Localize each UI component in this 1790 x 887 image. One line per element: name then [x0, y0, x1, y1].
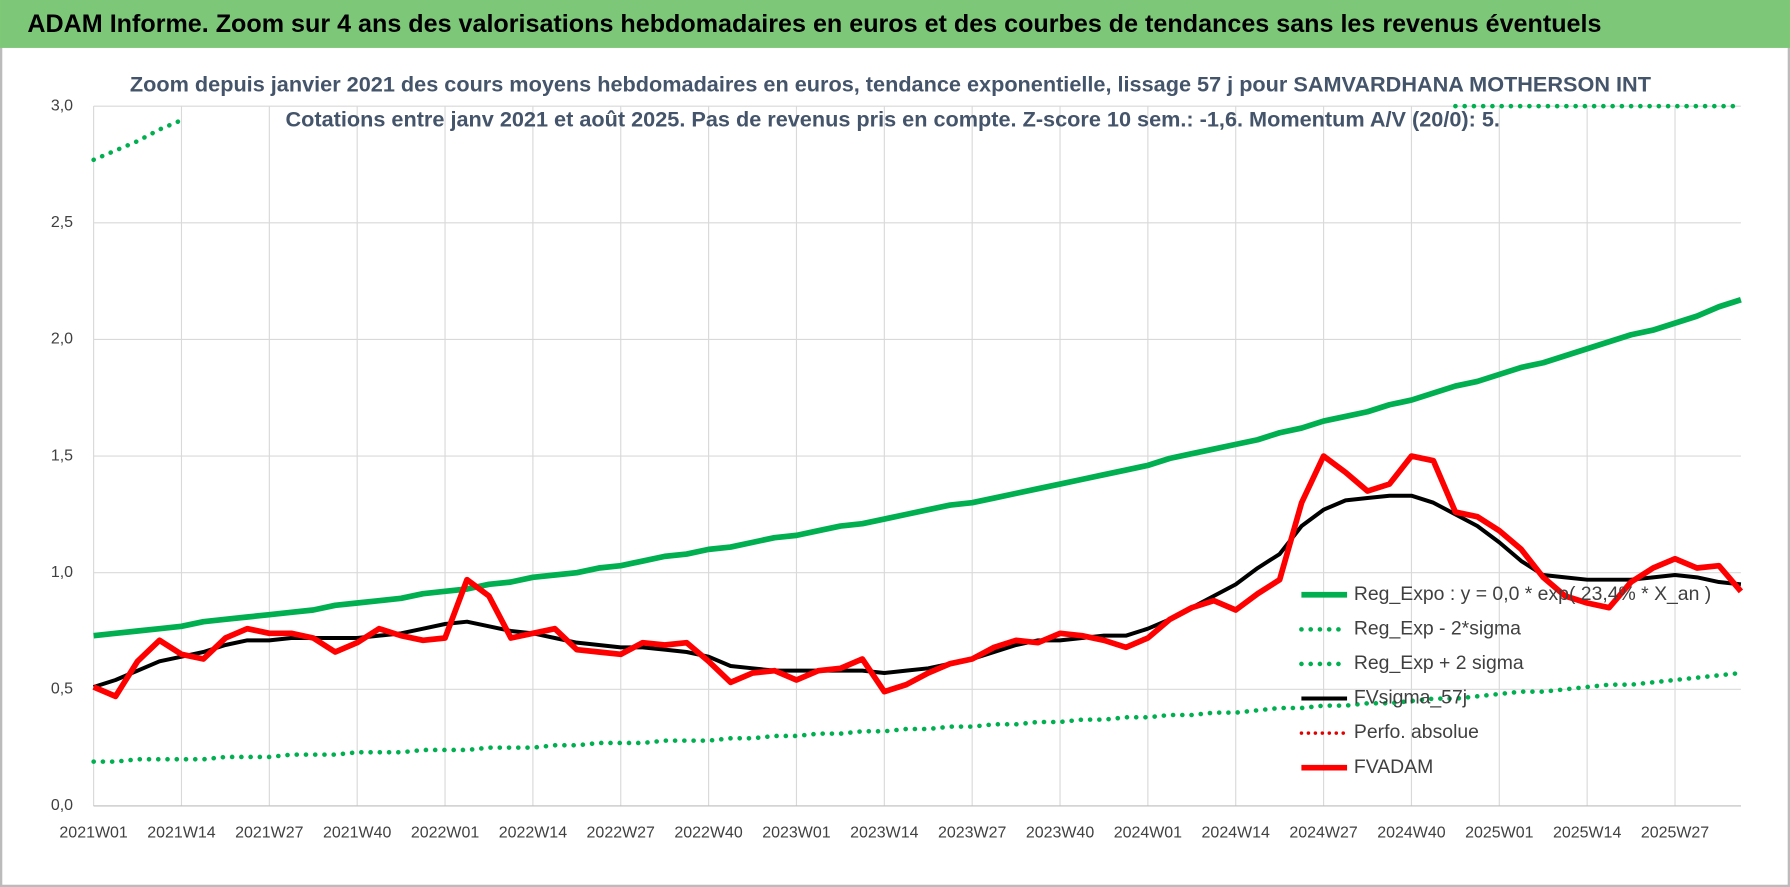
series-line	[91, 103, 1744, 163]
series-line	[93, 297, 1742, 639]
legend-label: Perfo. absolue	[1354, 721, 1479, 743]
x-tick-label: 2025W01	[1465, 825, 1533, 842]
y-tick-label: 3,0	[51, 97, 73, 114]
banner-title: ADAM Informe. Zoom sur 4 ans des valoris…	[27, 10, 1601, 38]
y-tick-label: 1,0	[51, 564, 73, 581]
x-tick-label: 2022W01	[411, 825, 479, 842]
x-tick-label: 2022W40	[674, 825, 742, 842]
x-tick-label: 2024W14	[1202, 825, 1270, 842]
legend-label: Reg_Exp + 2 sigma	[1354, 652, 1524, 674]
x-tick-label: 2022W14	[499, 825, 567, 842]
legend: Reg_Expo : y = 0,0 * exp( 23,4% * X_an )…	[1299, 583, 1711, 778]
x-tick-label: 2023W01	[762, 825, 830, 842]
y-tick-label: 2,0	[51, 331, 73, 348]
x-tick-label: 2021W01	[59, 825, 127, 842]
legend-label: FVADAM	[1354, 756, 1433, 778]
grid: 0,0 0,5 1,0 1,5 2,0 2,5 3,0 2021W01 2021W14 2021W…	[51, 97, 1741, 842]
chart-title: Zoom depuis janvier 2021 des cours moyen…	[130, 71, 1651, 96]
x-tick-label: 2021W40	[323, 825, 391, 842]
legend-label: Reg_Exp - 2*sigma	[1354, 617, 1521, 639]
x-tick-label: 2023W27	[938, 825, 1006, 842]
x-tick-label: 2023W14	[850, 825, 918, 842]
x-tick-label: 2024W01	[1114, 825, 1182, 842]
y-tick-label: 0,0	[51, 797, 73, 814]
x-tick-label: 2025W14	[1553, 825, 1621, 842]
series-line	[92, 453, 1744, 700]
x-tick-label: 2023W40	[1026, 825, 1094, 842]
x-tick-label: 2025W27	[1641, 825, 1709, 842]
y-tick-label: 1,5	[51, 447, 73, 464]
y-tick-label: 0,5	[51, 681, 73, 698]
x-tick-label: 2021W27	[235, 825, 303, 842]
banner-bg	[0, 0, 1790, 48]
x-tick-label: 2022W27	[587, 825, 655, 842]
legend-label: FVsigma_57j	[1354, 687, 1467, 709]
plot-lines	[91, 103, 1744, 764]
x-tick-label: 2024W40	[1377, 825, 1445, 842]
x-tick-label: 2024W27	[1289, 825, 1357, 842]
y-tick-label: 2,5	[51, 214, 73, 231]
series-line	[91, 670, 1744, 764]
chart-subtitle: Cotations entre janv 2021 et août 2025. …	[285, 107, 1499, 132]
x-tick-label: 2021W14	[147, 825, 215, 842]
legend-label: Reg_Expo : y = 0,0 * exp( 23,4% * X_an )	[1354, 583, 1711, 605]
